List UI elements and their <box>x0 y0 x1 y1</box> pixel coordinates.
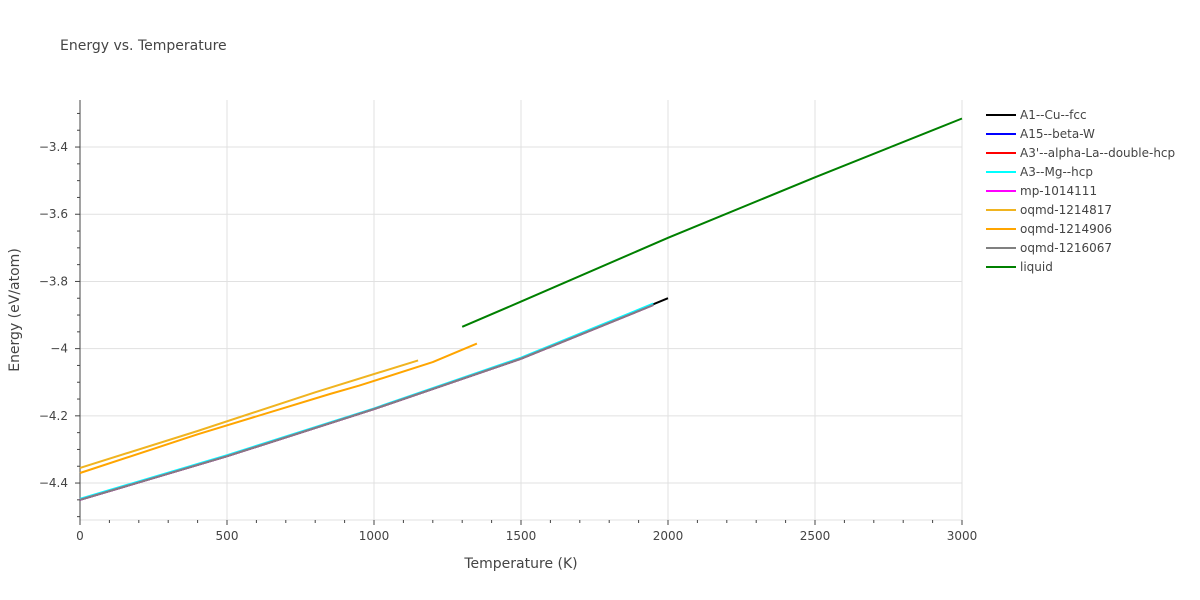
legend-item[interactable]: A1--Cu--fcc <box>986 108 1087 122</box>
legend-label: mp-1014111 <box>1020 184 1097 198</box>
chart-title: Energy vs. Temperature <box>60 38 227 54</box>
legend-label: liquid <box>1020 260 1053 274</box>
y-axis-title: Energy (eV/atom) <box>7 248 23 372</box>
series-line-oqmd-1216067 <box>79 304 654 501</box>
legend-label: oqmd-1214817 <box>1020 203 1112 217</box>
x-tick-label: 1000 <box>359 529 390 543</box>
legend-item[interactable]: oqmd-1214817 <box>986 203 1112 217</box>
series-line-a3-alpha-la-double-hcp <box>79 304 654 501</box>
legend[interactable]: A1--Cu--fcc A15--beta-W A3'--alpha-La--dou… <box>986 108 1175 274</box>
legend-label: A1--Cu--fcc <box>1020 108 1087 122</box>
series-line-liquid <box>461 117 963 328</box>
y-tick-label: −3.8 <box>39 274 68 288</box>
legend-item[interactable]: oqmd-1214906 <box>986 222 1112 236</box>
legend-item[interactable]: A3--Mg--hcp <box>986 165 1093 179</box>
legend-label: oqmd-1214906 <box>1020 222 1112 236</box>
legend-label: A3'--alpha-La--double-hcp <box>1020 146 1175 160</box>
legend-label: A3--Mg--hcp <box>1020 165 1093 179</box>
legend-item[interactable]: mp-1014111 <box>986 184 1097 198</box>
legend-label: oqmd-1216067 <box>1020 241 1112 255</box>
series-line-oqmd-1214817 <box>79 359 419 469</box>
legend-item[interactable]: oqmd-1216067 <box>986 241 1112 255</box>
x-tick-label: 2500 <box>800 529 831 543</box>
x-axis-title: Temperature (K) <box>463 556 577 572</box>
legend-item[interactable]: liquid <box>986 260 1053 274</box>
series-line-a15-beta-w <box>79 304 654 501</box>
x-tick-label: 0 <box>76 529 84 543</box>
x-tick-label: 1500 <box>506 529 537 543</box>
x-tick-label: 3000 <box>947 529 978 543</box>
legend-item[interactable]: A3'--alpha-La--double-hcp <box>986 146 1175 160</box>
axes: 0 500 1000 1500 2000 2500 3000 −4.4 −4.2 −4 −3.8 −3… <box>39 100 977 543</box>
legend-label: A15--beta-W <box>1020 127 1095 141</box>
series-line-oqmd-1214906 <box>79 342 478 474</box>
x-tick-label: 2000 <box>653 529 684 543</box>
y-tick-label: −3.6 <box>39 207 68 221</box>
legend-item[interactable]: A15--beta-W <box>986 127 1095 141</box>
series-lines <box>79 117 963 501</box>
y-tick-label: −4 <box>50 342 68 356</box>
x-tick-label: 500 <box>216 529 239 543</box>
grid <box>80 100 963 521</box>
y-tick-label: −4.4 <box>39 476 68 490</box>
series-line-a3-mg-hcp <box>79 302 654 500</box>
y-tick-label: −3.4 <box>39 140 68 154</box>
series-line-mp-1014111 <box>79 304 654 501</box>
y-tick-label: −4.2 <box>39 409 68 423</box>
